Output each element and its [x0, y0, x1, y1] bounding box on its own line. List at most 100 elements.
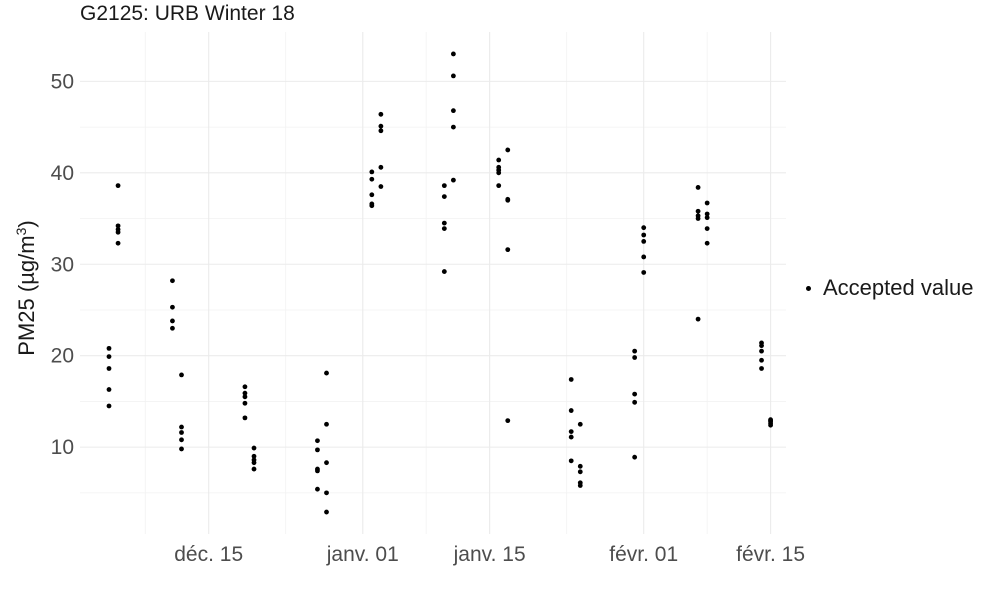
data-point: [179, 437, 184, 443]
data-point: [759, 340, 764, 346]
data-point: [242, 384, 248, 390]
data-point: [106, 403, 112, 409]
y-tick-label: 40: [51, 162, 74, 185]
data-point: [704, 211, 710, 217]
data-point: [505, 418, 511, 424]
data-point: [496, 164, 502, 170]
data-point: [242, 415, 248, 421]
data-point: [450, 73, 456, 79]
data-point: [315, 466, 320, 472]
data-point: [704, 215, 710, 221]
data-point: [369, 192, 375, 198]
data-point: [632, 399, 638, 405]
x-tick-label: déc. 15: [174, 543, 243, 566]
data-point: [768, 417, 773, 423]
data-point: [505, 196, 511, 202]
data-point: [251, 466, 257, 472]
data-point: [324, 460, 329, 466]
data-point: [450, 108, 456, 114]
data-point: [106, 345, 112, 351]
data-point: [251, 453, 257, 459]
y-axis-title-sup: 3: [13, 227, 29, 235]
data-point: [378, 184, 384, 189]
data-point: [369, 176, 375, 182]
data-point: [115, 240, 121, 246]
y-tick-label: 50: [51, 70, 74, 93]
points-layer: [106, 51, 773, 515]
data-point: [450, 51, 456, 57]
x-tick-label: janv. 15: [453, 543, 526, 566]
data-point: [170, 278, 175, 284]
data-point: [632, 454, 638, 460]
data-point: [641, 232, 647, 238]
x-tick-label: févr. 15: [736, 543, 805, 566]
data-point: [450, 177, 456, 183]
grid-layer: [80, 32, 786, 534]
legend-key-dot: [806, 285, 811, 291]
data-point: [106, 354, 112, 360]
data-point: [577, 469, 583, 475]
y-tick-label: 20: [51, 345, 74, 368]
data-point: [632, 391, 638, 397]
x-tick-label: févr. 01: [609, 543, 678, 566]
data-point: [242, 394, 248, 400]
data-point: [441, 194, 447, 199]
data-point: [632, 348, 638, 354]
data-point: [704, 226, 710, 231]
data-point: [641, 225, 647, 231]
data-point: [115, 183, 121, 189]
data-point: [441, 269, 447, 274]
data-point: [441, 183, 447, 189]
data-point: [324, 370, 329, 376]
y-tick-label: 10: [51, 436, 74, 459]
y-axis-title: PM25 (µg/m3): [13, 220, 39, 355]
legend-label: Accepted value: [823, 275, 974, 300]
data-point: [505, 147, 511, 153]
data-point: [577, 463, 583, 469]
y-axis: 10 20 30 40 50: [51, 70, 74, 459]
data-point: [568, 429, 574, 434]
data-point: [378, 128, 384, 134]
data-point: [496, 157, 502, 163]
data-point: [759, 348, 764, 354]
data-point: [441, 226, 447, 231]
data-point: [695, 208, 701, 214]
data-point: [695, 316, 701, 322]
data-point: [179, 424, 184, 430]
data-point: [242, 400, 248, 406]
data-point: [179, 372, 184, 378]
data-point: [170, 318, 175, 324]
data-point: [505, 247, 511, 253]
data-point: [369, 201, 375, 207]
legend: Accepted value: [806, 275, 973, 301]
data-point: [324, 490, 329, 496]
data-point: [315, 438, 320, 444]
data-point: [450, 124, 456, 130]
data-point: [568, 408, 574, 413]
data-point: [378, 123, 384, 129]
data-point: [378, 164, 384, 170]
data-point: [324, 509, 329, 515]
data-point: [695, 213, 701, 219]
data-point: [632, 355, 638, 360]
y-axis-title-main: PM25 (: [14, 284, 39, 356]
data-point: [315, 486, 320, 492]
data-point: [577, 421, 583, 427]
data-point: [251, 457, 257, 463]
data-point: [179, 430, 184, 435]
data-point: [106, 366, 112, 371]
y-tick-label: 30: [51, 253, 74, 276]
data-point: [106, 387, 112, 392]
data-point: [242, 390, 248, 396]
data-point: [568, 434, 574, 440]
data-point: [641, 238, 647, 244]
y-axis-title-close: ): [14, 220, 39, 227]
data-point: [179, 446, 184, 452]
chart-title: G2125: URB Winter 18: [80, 2, 295, 25]
data-point: [704, 200, 710, 206]
data-point: [115, 227, 121, 232]
y-axis-title-unit: µg/m: [14, 235, 39, 284]
data-point: [759, 366, 764, 371]
data-point: [568, 458, 574, 464]
